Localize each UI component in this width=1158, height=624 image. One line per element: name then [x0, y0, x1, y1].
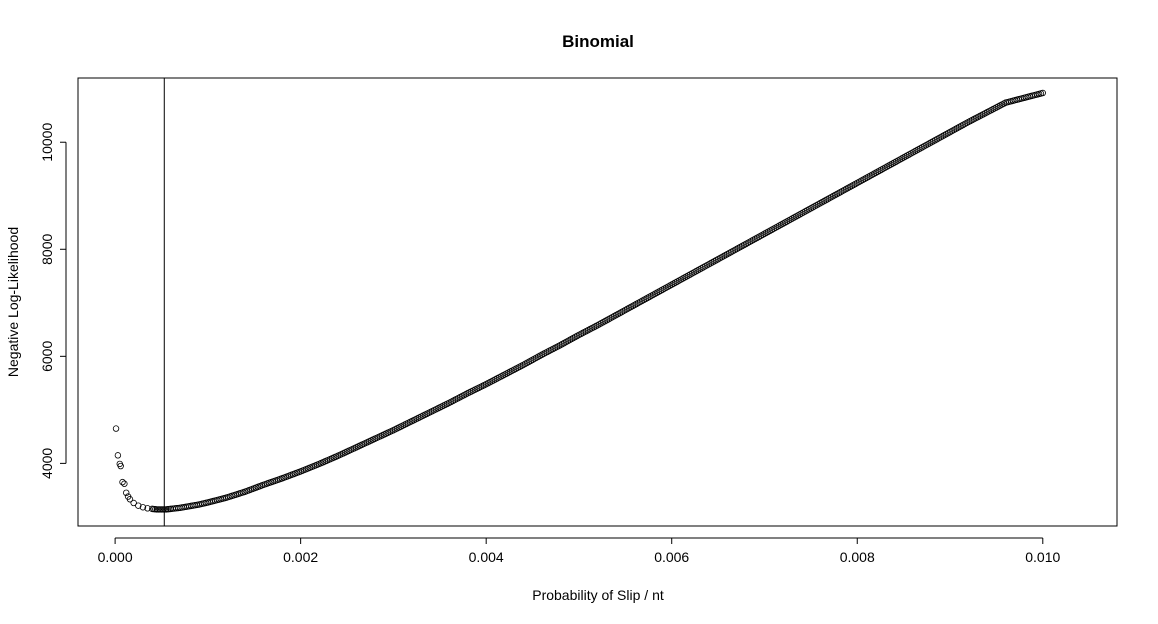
x-tick-label: 0.006	[654, 549, 689, 565]
data-point	[119, 478, 126, 486]
plot-frame	[77, 77, 1118, 527]
data-point	[1039, 89, 1046, 97]
data-points-layer	[112, 89, 1046, 513]
data-point	[130, 499, 137, 507]
data-point	[117, 462, 124, 470]
x-tick-label: 0.008	[840, 549, 875, 565]
data-point	[126, 496, 134, 503]
x-tick-label: 0.004	[469, 549, 504, 565]
x-axis-label: Probability of Slip / nt	[532, 587, 664, 603]
x-tick-label: 0.000	[98, 549, 133, 565]
y-tick-label: 8000	[39, 233, 55, 264]
y-axis-label: Negative Log-Likelihood	[5, 227, 21, 377]
y-tick-label: 6000	[39, 341, 55, 372]
y-tick-label: 10000	[39, 123, 55, 162]
data-point	[121, 480, 128, 487]
x-tick-label: 0.010	[1025, 549, 1060, 565]
data-point	[114, 452, 122, 459]
data-point	[123, 489, 130, 497]
chart-title: Binomial	[562, 32, 634, 51]
data-point	[135, 502, 142, 509]
data-point	[144, 505, 151, 512]
data-point	[112, 425, 120, 432]
x-axis: 0.000 0.002 0.004 0.006 0.008 0.010	[98, 537, 1061, 565]
y-tick-label: 4000	[39, 448, 55, 479]
x-tick-label: 0.002	[283, 549, 318, 565]
data-point	[139, 504, 147, 511]
y-axis: 4000 6000 8000 10000	[39, 123, 67, 479]
